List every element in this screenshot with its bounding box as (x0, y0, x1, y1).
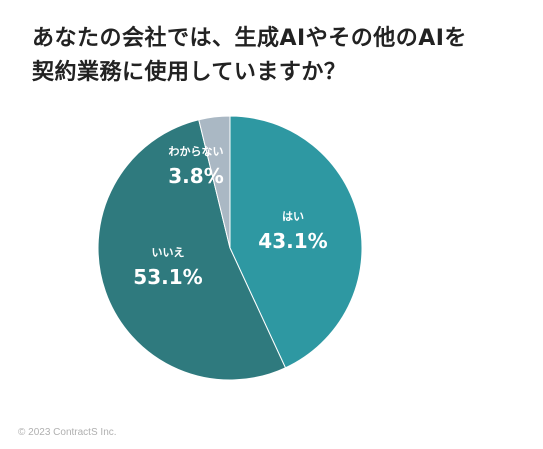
chart-title-line-1: あなたの会社では、生成AIやその他のAIを (32, 26, 467, 51)
chart-title-line-2: 契約業務に使用していますか？ (32, 60, 347, 85)
slice-value-no: 53.1% (133, 265, 202, 289)
slice-label-unknown: わからない (169, 145, 224, 158)
copyright-credit: © 2023 ContractS Inc. (18, 427, 117, 438)
pie-slice-yes (229, 115, 363, 369)
pie-slice-no (97, 119, 287, 381)
slice-label-no: いいえ (152, 246, 185, 259)
pie-slice-unknown (198, 115, 231, 249)
slice-value-unknown: 3.8% (168, 164, 223, 188)
slice-label-yes: はい (282, 210, 304, 223)
chart-title: あなたの会社では、生成AIやその他のAIを 契約業務に使用していますか？ (32, 22, 522, 90)
slice-value-yes: 43.1% (258, 229, 327, 253)
